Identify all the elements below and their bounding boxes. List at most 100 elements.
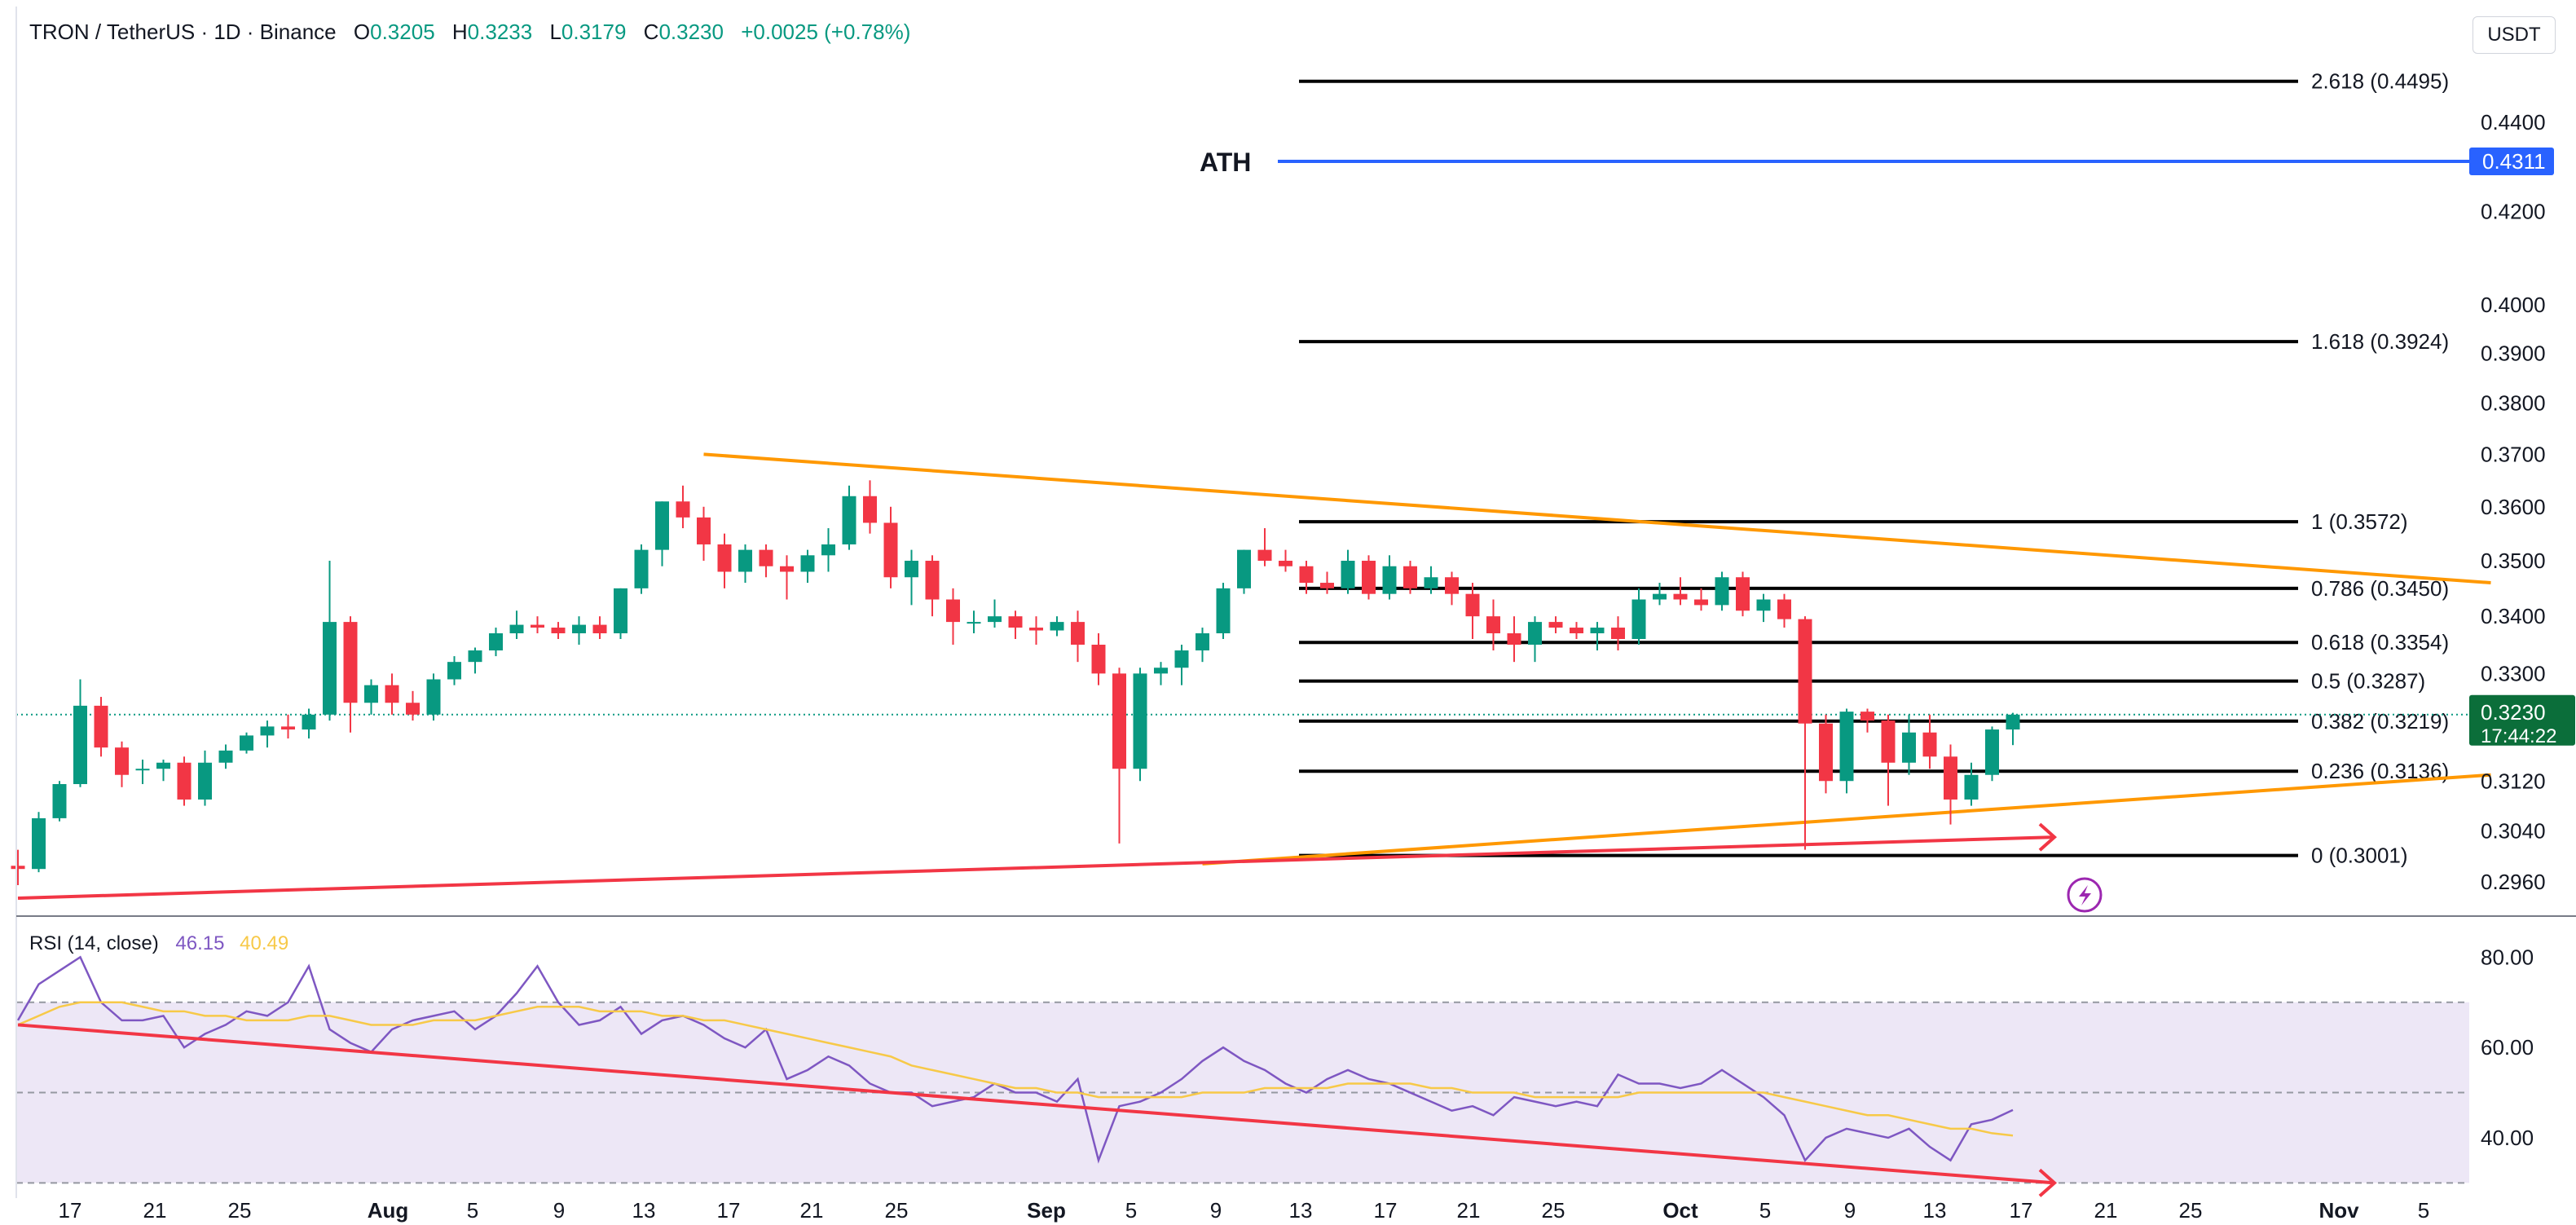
candle-body: [1902, 732, 1916, 763]
last-price-badge: [2469, 694, 2575, 746]
candle-body: [1985, 729, 1999, 775]
lightning-icon-ring: [2067, 877, 2103, 913]
candle-body: [1715, 577, 1729, 606]
x-tick-label: 21: [1457, 1198, 1481, 1223]
candles: [11, 480, 2020, 886]
candle-body: [1424, 577, 1438, 588]
x-tick-label: 9: [1844, 1198, 1856, 1223]
candle-body: [1964, 774, 1979, 800]
price-tick-label: 0.3700: [2481, 442, 2546, 466]
candle-body: [2006, 714, 2020, 730]
x-tick-label: 25: [228, 1198, 252, 1223]
candle-body: [115, 747, 129, 775]
x-tick-label: 17: [2010, 1198, 2033, 1223]
candle-body: [967, 622, 981, 624]
candle-body: [1465, 593, 1480, 617]
x-tick-label: 25: [1542, 1198, 1565, 1223]
candle-body: [676, 501, 690, 518]
candle-body: [406, 703, 420, 715]
candle-body: [572, 624, 586, 634]
price-tick-label: 0.3900: [2481, 342, 2546, 366]
candle-body: [842, 496, 856, 544]
price-tick-label: 0.4200: [2481, 199, 2546, 223]
rsi-trendline: [17, 1023, 2055, 1185]
fib-level-label: 1.618 (0.3924): [2311, 329, 2449, 354]
rsi-header: RSI (14, close) 46.15 40.49: [29, 932, 288, 955]
candle-body: [426, 679, 441, 715]
candle-body: [1590, 628, 1605, 634]
candle-body: [1071, 622, 1085, 646]
lightning-icon-bolt: [2079, 885, 2091, 906]
candle-body: [863, 496, 877, 523]
rsi-title[interactable]: RSI (14, close): [29, 932, 159, 954]
currency-unit-button[interactable]: USDT: [2473, 16, 2556, 54]
axes: 0.4400 0.4200 0.4000 0.3900 0.3800 0.3700 0.36…: [15, 7, 2576, 1223]
candle-body: [11, 866, 25, 870]
x-tick-label: Nov: [2318, 1198, 2359, 1223]
candle-body: [323, 622, 337, 715]
close-value: 0.3230: [658, 20, 724, 44]
candle-body: [1819, 723, 1833, 782]
candle-body: [1133, 673, 1147, 769]
candle-body: [343, 622, 358, 703]
candle-body: [759, 549, 773, 566]
orange-trendline: [1202, 773, 2491, 866]
fib-level-label: 0.382 (0.3219): [2311, 709, 2449, 734]
candle-body: [925, 561, 940, 600]
candle-body: [1174, 650, 1189, 668]
rsi-panel: 80.00 60.00 40.00: [16, 945, 2534, 1197]
x-tick-label: 9: [553, 1198, 565, 1223]
candle-body: [52, 784, 67, 818]
x-tick-label: 25: [885, 1198, 909, 1223]
candle-body: [1279, 561, 1292, 566]
x-tick-label: 13: [1923, 1198, 1947, 1223]
symbol-title[interactable]: TRON / TetherUS · 1D · Binance: [29, 20, 337, 44]
x-tick-label: 5: [1759, 1198, 1771, 1223]
candle-body: [73, 705, 87, 785]
rsi-line: [16, 955, 2014, 1164]
fibonacci-levels: 2.618 (0.4495) 1.618 (0.3924) 1 (0.3572) 0.…: [16, 69, 2575, 868]
candle-body: [1777, 599, 1791, 619]
ath-label: ATH: [1200, 148, 1251, 177]
candle-body: [551, 628, 566, 634]
trend-arrow-head: [2038, 822, 2058, 852]
low-label: L: [549, 20, 561, 44]
candle-body: [697, 517, 711, 544]
candle-body: [1528, 622, 1542, 646]
candle-body: [1631, 599, 1646, 640]
candle-body: [717, 544, 732, 572]
change-value: +0.0025 (+0.78%): [741, 20, 911, 44]
candle-body: [1050, 622, 1064, 631]
candle-body: [655, 501, 669, 550]
price-tick-label: 0.3040: [2481, 818, 2546, 843]
high-label: H: [451, 20, 468, 44]
countdown-text: 17:44:22: [2481, 725, 2556, 747]
candle-body: [1694, 599, 1708, 606]
candle-body: [1507, 633, 1521, 646]
x-tick-label: 5: [1125, 1198, 1137, 1223]
x-tick-label: 21: [2094, 1198, 2118, 1223]
rsi-trend-arrow-head: [2038, 1168, 2058, 1197]
candle-body: [198, 762, 212, 800]
candle-body: [1029, 628, 1043, 631]
fib-level-label: 0.5 (0.3287): [2311, 669, 2425, 694]
symbol-header: TRON / TetherUS · 1D · Binance O0.3205 H…: [29, 20, 910, 45]
candle-body: [447, 662, 461, 680]
x-tick-label: 13: [1289, 1198, 1313, 1223]
lightning-icon[interactable]: [2067, 877, 2103, 913]
x-tick-label: Aug: [368, 1198, 409, 1223]
candle-body: [1611, 628, 1625, 640]
price-tick-label: 0.3300: [2481, 661, 2546, 685]
candle-body: [1154, 668, 1168, 674]
candle-body: [1299, 566, 1314, 584]
candle-body: [1881, 720, 1896, 763]
candle-body: [364, 685, 378, 703]
candle-body: [1798, 619, 1812, 724]
candle-body: [489, 633, 503, 651]
candle-body: [1445, 577, 1459, 594]
candle-body: [1237, 549, 1251, 588]
price-tick-label: 0.3400: [2481, 604, 2546, 628]
candle-body: [1320, 583, 1334, 588]
candle-body: [1382, 566, 1397, 594]
